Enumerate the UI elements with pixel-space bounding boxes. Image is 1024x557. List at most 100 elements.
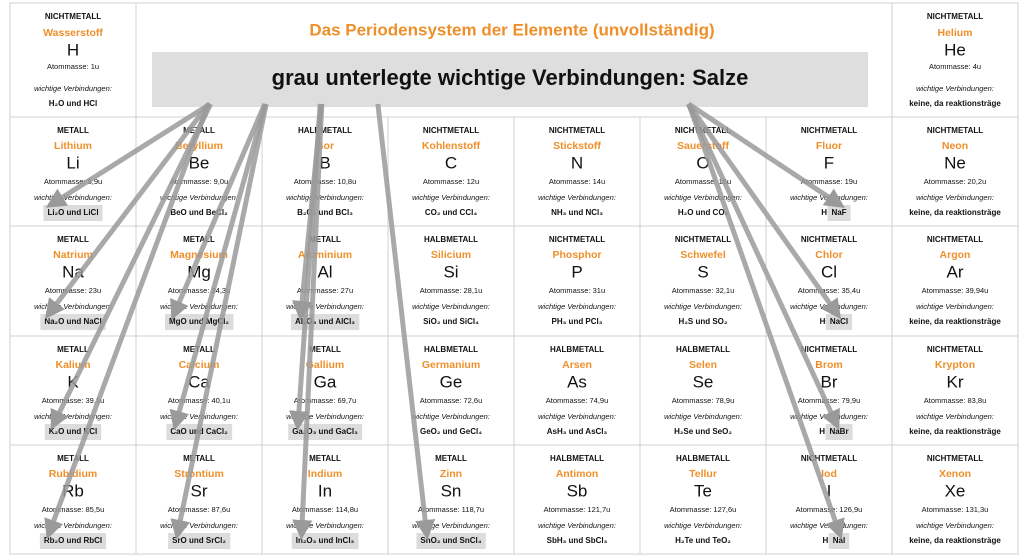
compounds-label: wichtige Verbindungen:	[160, 412, 238, 421]
symbol: Ne	[944, 153, 966, 172]
compounds: SbH₃ und SbCl₃	[547, 536, 608, 545]
compounds-label: wichtige Verbindungen:	[538, 302, 616, 311]
arrow	[375, 103, 436, 540]
atomic-mass: Atommasse: 87,6u	[168, 505, 231, 514]
element-name: Neon	[942, 140, 968, 152]
atomic-mass: Atommasse: 85,5u	[42, 505, 105, 514]
compounds: keine, da reaktionsträge	[909, 536, 1001, 545]
compounds: CO₂ und CCl₄	[425, 208, 477, 217]
compounds-label: wichtige Verbindungen:	[286, 521, 364, 530]
symbol: P	[571, 262, 582, 281]
compounds-label: wichtige Verbindungen:	[412, 521, 490, 530]
compounds-label: wichtige Verbindungen:	[664, 193, 742, 202]
symbol: Xe	[945, 481, 966, 500]
salt: Ga₂O₃ und GaCl₃	[292, 427, 358, 436]
compounds-label: wichtige Verbindungen:	[916, 412, 994, 421]
element-name: Brom	[815, 359, 842, 371]
compounds-label: wichtige Verbindungen:	[34, 193, 112, 202]
compounds: keine, da reaktionsträge	[909, 208, 1001, 217]
element-name: Krypton	[935, 359, 975, 371]
element-name: Fluor	[816, 140, 842, 152]
salt-highlight	[827, 205, 851, 221]
compounds-label: wichtige Verbindungen:	[916, 84, 994, 93]
compounds-label: wichtige Verbindungen:	[916, 302, 994, 311]
compounds-label: wichtige Verbindungen:	[34, 302, 112, 311]
arrow	[45, 101, 212, 208]
element-name: Zinn	[440, 468, 462, 480]
compounds-label: wichtige Verbindungen:	[664, 412, 742, 421]
element-name: Stickstoff	[553, 140, 601, 152]
category: HALBMETALL	[550, 454, 604, 463]
compounds-label: wichtige Verbindungen:	[664, 521, 742, 530]
compounds: keine, da reaktionsträge	[909, 99, 1001, 108]
atomic-mass: Atommasse: 10,8u	[294, 177, 357, 186]
element-name: Germanium	[422, 359, 480, 371]
symbol: Te	[694, 481, 712, 500]
compounds-label: wichtige Verbindungen:	[790, 521, 868, 530]
atomic-mass: Atommasse: 69,7u	[294, 396, 357, 405]
element-name: Phosphor	[553, 249, 602, 261]
compounds: H₂Te und TeO₂	[675, 536, 731, 545]
symbol: Sr	[191, 481, 208, 500]
salt: Al₂O₃ und AlCl₃	[295, 317, 355, 326]
element-name: Chlor	[815, 249, 842, 261]
category: HALBMETALL	[424, 235, 478, 244]
compounds-label: wichtige Verbindungen:	[34, 521, 112, 530]
arrow	[686, 102, 840, 431]
compounds-label: wichtige Verbindungen:	[664, 302, 742, 311]
category: NICHTMETALL	[423, 126, 479, 135]
arrow	[686, 102, 842, 320]
category: HALBMETALL	[676, 454, 730, 463]
atomic-mass: Atommasse: 35,4u	[798, 286, 861, 295]
compounds-label: wichtige Verbindungen:	[286, 193, 364, 202]
element-name: Helium	[937, 27, 972, 39]
element-name: Antimon	[556, 468, 599, 480]
category: METALL	[57, 454, 89, 463]
category: NICHTMETALL	[927, 454, 983, 463]
salt: SnO₂ und SnCl₄	[420, 536, 481, 545]
compounds-label: wichtige Verbindungen:	[34, 412, 112, 421]
compounds: keine, da reaktionsträge	[909, 427, 1001, 436]
atomic-mass: Atommasse: 9,0u	[170, 177, 228, 186]
category: NICHTMETALL	[549, 126, 605, 135]
element-name: Lithium	[54, 140, 92, 152]
category: METALL	[183, 454, 215, 463]
salt: Li₂O und LiCl	[47, 208, 98, 217]
atomic-mass: Atommasse: 6,9u	[44, 177, 102, 186]
category: HALBMETALL	[424, 345, 478, 354]
symbol: Al	[317, 262, 332, 281]
symbol: H	[67, 40, 79, 59]
salt: In₂O₃ und InCl₃	[296, 536, 355, 545]
compounds: PH₃ und PCl₃	[552, 317, 603, 326]
element-name: Argon	[940, 249, 971, 261]
atomic-mass: Atommasse: 83,8u	[924, 396, 987, 405]
salt: NaBr	[829, 427, 848, 436]
symbol: Li	[66, 153, 79, 172]
atomic-mass: Atommasse: 121,7u	[544, 505, 611, 514]
compounds-label: wichtige Verbindungen:	[412, 193, 490, 202]
element-name: Schwefel	[680, 249, 726, 261]
symbol: Se	[693, 372, 714, 391]
compounds-label: wichtige Verbindungen:	[916, 193, 994, 202]
atomic-mass: Atommasse: 24,3u	[168, 286, 231, 295]
salt: NaCl	[830, 317, 848, 326]
atomic-mass: Atommasse: 23u	[45, 286, 101, 295]
arrow	[50, 102, 213, 431]
title: Das Periodensystem der Elemente (unvolls…	[309, 20, 714, 39]
atomic-mass: Atommasse: 1u	[47, 62, 99, 71]
compounds-label: wichtige Verbindungen:	[286, 302, 364, 311]
category: HALBMETALL	[676, 345, 730, 354]
category: NICHTMETALL	[675, 235, 731, 244]
element-name: Natrium	[53, 249, 93, 261]
compounds-label: wichtige Verbindungen:	[538, 521, 616, 530]
salt: Na₂O und NaCl	[44, 317, 101, 326]
symbol: Br	[821, 372, 838, 391]
banner-box	[152, 52, 868, 107]
salt: SrO und SrCl₂	[172, 536, 226, 545]
